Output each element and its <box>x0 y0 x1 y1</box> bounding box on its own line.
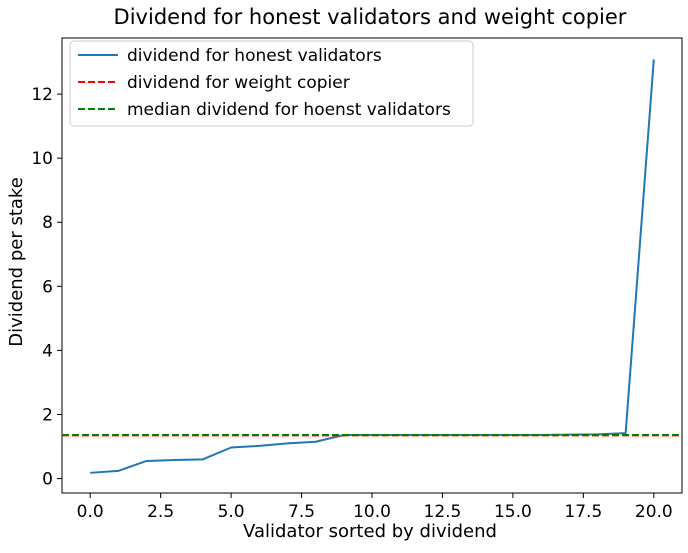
x-tick-label: 5.0 <box>218 502 245 522</box>
y-tick-label: 8 <box>42 213 53 233</box>
y-tick-label: 4 <box>42 341 53 361</box>
legend-label-0: dividend for honest validators <box>127 46 382 66</box>
series-layer <box>62 59 682 474</box>
x-axis-ticks: 0.0 2.5 5.0 7.5 10.0 12.5 15.0 17.5 20.0 <box>77 493 673 522</box>
legend: dividend for honest validators dividend f… <box>69 40 474 127</box>
x-tick-label: 12.5 <box>424 502 462 522</box>
legend-label-1: dividend for weight copier <box>127 73 350 93</box>
y-axis-label: Dividend per stake <box>6 177 27 347</box>
y-tick-label: 0 <box>42 470 53 490</box>
x-tick-label: 17.5 <box>564 502 602 522</box>
y-tick-label: 2 <box>42 405 53 425</box>
x-tick-label: 0.0 <box>77 502 104 522</box>
x-tick-label: 7.5 <box>288 502 315 522</box>
chart-title: Dividend for honest validators and weigh… <box>114 5 627 29</box>
legend-box <box>69 40 474 127</box>
y-tick-label: 6 <box>42 277 53 297</box>
x-tick-label: 20.0 <box>635 502 673 522</box>
legend-label-2: median dividend for hoenst validators <box>127 100 451 120</box>
y-tick-label: 12 <box>31 85 53 105</box>
y-tick-label: 10 <box>31 149 53 169</box>
x-axis-label: Validator sorted by dividend <box>243 521 497 542</box>
y-axis-ticks: 0 2 4 6 8 10 12 <box>31 85 62 490</box>
x-tick-label: 10.0 <box>353 502 391 522</box>
x-tick-label: 2.5 <box>147 502 174 522</box>
x-tick-label: 15.0 <box>494 502 532 522</box>
